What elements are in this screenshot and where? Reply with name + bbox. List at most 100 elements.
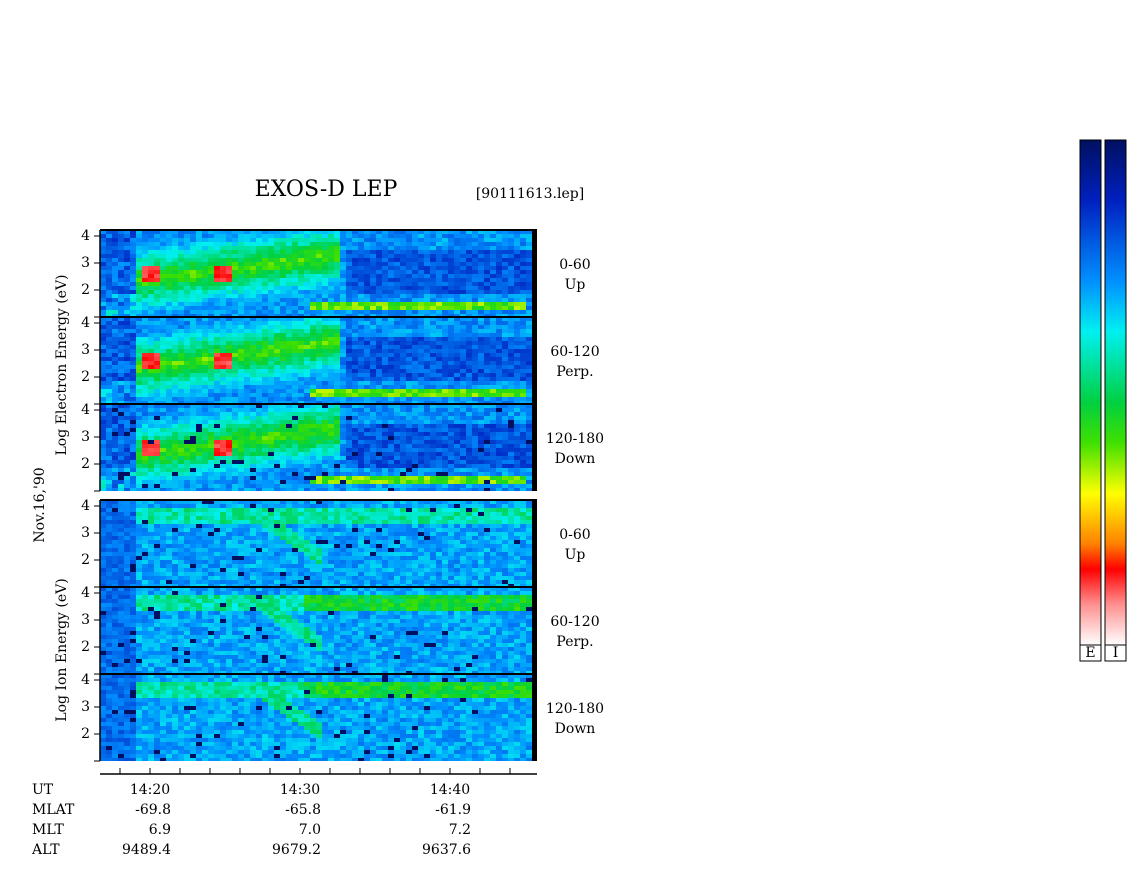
spectrogram-cell — [376, 254, 382, 258]
spectrogram-cell — [418, 468, 424, 472]
spectrogram-cell — [340, 365, 346, 369]
spectrogram-cell — [406, 412, 412, 416]
spectrogram-cell — [472, 246, 478, 250]
spectrogram-cell — [412, 357, 418, 361]
spectrogram-cell — [130, 286, 136, 290]
spectrogram-cell — [196, 250, 202, 254]
spectrogram-cell — [190, 373, 196, 377]
spectrogram-cell — [304, 389, 310, 393]
spectrogram-cell — [154, 294, 160, 298]
spectrogram-cell — [526, 345, 532, 349]
spectrogram-cell — [484, 432, 490, 436]
spectrogram-cell — [196, 286, 202, 290]
spectrogram-cell — [244, 464, 250, 468]
spectrogram-cell — [526, 412, 532, 416]
spectrogram-cell — [460, 325, 466, 329]
spectrogram-cell — [448, 365, 454, 369]
spectrogram-cell — [430, 333, 436, 337]
spectrogram-cell — [172, 294, 178, 298]
spectrogram-cell — [448, 314, 454, 317]
spectrogram-cell — [436, 270, 442, 274]
spectrogram-cell — [232, 377, 238, 381]
spectrogram-cell — [322, 266, 328, 270]
spectrogram-cell — [160, 294, 166, 298]
spectrogram-cell — [454, 484, 460, 488]
spectrogram-cell — [292, 484, 298, 488]
spectrogram-cell — [418, 444, 424, 448]
spectrogram-cell — [172, 404, 178, 408]
spectrogram-cell — [400, 440, 406, 444]
spectrogram-cell — [448, 274, 454, 278]
spectrogram-cell — [340, 329, 346, 333]
spectrogram-cell — [412, 397, 418, 401]
spectrogram-cell — [412, 452, 418, 456]
spectrogram-cell — [340, 452, 346, 456]
spectrogram-cell — [376, 242, 382, 246]
spectrogram-cell — [130, 440, 136, 444]
spectrogram-cell — [424, 325, 430, 329]
spectrogram-cell — [334, 476, 340, 480]
spectrogram-cell — [148, 424, 154, 428]
spectrogram-cell — [166, 329, 172, 333]
spectrogram-cell — [520, 420, 526, 424]
spectrogram-cell — [328, 230, 334, 234]
spectrogram-cell — [430, 404, 436, 408]
spectrogram-cell — [460, 230, 466, 234]
spectrogram-cell — [160, 230, 166, 234]
spectrogram-cell — [238, 381, 244, 385]
spectrogram-cell — [178, 389, 184, 393]
spectrogram-cell — [442, 317, 448, 321]
spectrogram-cell — [268, 404, 274, 408]
spectrogram-cell — [364, 250, 370, 254]
spectrogram-cell — [226, 377, 232, 381]
spectrogram-cell — [472, 424, 478, 428]
spectrogram-cell — [256, 416, 262, 420]
spectrogram-cell — [442, 444, 448, 448]
spectrogram-cell — [418, 353, 424, 357]
spectrogram-cell — [370, 341, 376, 345]
spectrogram-cell — [490, 306, 496, 310]
spectrogram-cell — [412, 393, 418, 397]
spectrogram-cell — [112, 440, 118, 444]
spectrogram-cell — [364, 317, 370, 321]
spectrogram-cell — [112, 361, 118, 365]
spectrogram-cell — [148, 404, 154, 408]
spectrogram-cell — [496, 329, 502, 333]
spectrogram-cell — [160, 456, 166, 460]
spectrogram-cell — [154, 262, 160, 266]
spectrogram-cell — [148, 552, 154, 556]
spectrogram-cell — [376, 357, 382, 361]
spectrogram-cell — [466, 428, 472, 432]
spectrogram-cell — [370, 274, 376, 278]
spectrogram-cell — [190, 290, 196, 294]
spectrogram-cell — [526, 329, 532, 333]
spectrogram-cell — [136, 333, 142, 337]
spectrogram-cell — [496, 314, 502, 317]
spectrogram-cell — [460, 444, 466, 448]
spectrogram-cell — [136, 369, 142, 373]
spectrogram-cell — [502, 416, 508, 420]
spectrogram-cell — [274, 333, 280, 337]
spectrogram-cell — [166, 456, 172, 460]
spectrogram-cell — [118, 314, 124, 317]
spectrogram-cell — [244, 333, 250, 337]
spectrogram-cell — [400, 282, 406, 286]
spectrogram-cell — [292, 298, 298, 302]
spectrogram-cell — [490, 254, 496, 258]
spectrogram-cell — [310, 238, 316, 242]
spectrogram-cell — [118, 361, 124, 365]
spectrogram-cell — [226, 408, 232, 412]
spectrogram-cell — [154, 333, 160, 337]
spectrogram-cell — [202, 333, 208, 337]
spectrogram-cell — [430, 266, 436, 270]
spectrogram-cell — [490, 472, 496, 476]
spectrogram-cell — [424, 349, 430, 353]
spectrogram-cell — [502, 290, 508, 294]
spectrogram-cell — [508, 381, 514, 385]
spectrogram-cell — [412, 349, 418, 353]
spectrogram-cell — [514, 262, 520, 266]
spectrogram-cell — [250, 333, 256, 337]
spectrogram-cell — [274, 357, 280, 361]
spectrogram-cell — [232, 357, 238, 361]
spectrogram-cell — [256, 452, 262, 456]
